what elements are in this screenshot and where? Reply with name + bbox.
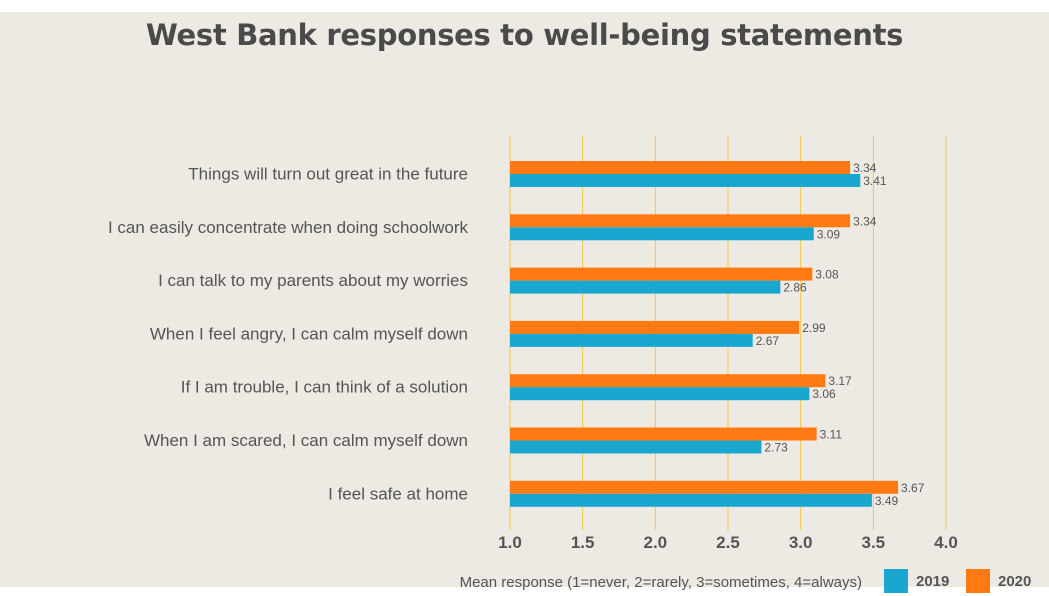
bars xyxy=(510,161,899,507)
bar-2019 xyxy=(510,280,781,294)
bar-value-label-2020: 3.17 xyxy=(828,374,852,388)
bar-value-label-2020: 3.67 xyxy=(901,481,925,495)
x-tick-label: 1.5 xyxy=(571,533,595,552)
bar-value-label-2019: 2.86 xyxy=(783,281,807,295)
bar-2020 xyxy=(510,267,813,281)
legend-item-2020: 2020 xyxy=(966,569,1031,593)
bar-2019 xyxy=(510,227,814,241)
bar-2019 xyxy=(510,333,753,347)
x-tick-label: 3.0 xyxy=(789,533,813,552)
x-tick-label: 2.5 xyxy=(716,533,740,552)
x-tick-labels: 1.0 1.5 2.0 2.5 3.0 3.5 4.0 xyxy=(498,533,958,552)
bar-value-label-2020: 3.34 xyxy=(853,214,877,228)
bar-2020 xyxy=(510,480,899,494)
legend-item-2019: 2019 xyxy=(884,569,949,593)
bar-value-label-2020: 3.08 xyxy=(815,268,839,282)
bar-2020 xyxy=(510,214,851,228)
category-label: Things will turn out great in the future xyxy=(188,165,468,184)
x-axis-label: Mean response (1=never, 2=rarely, 3=some… xyxy=(459,574,862,591)
bar-value-label-2019: 3.09 xyxy=(817,227,841,241)
chart-title: West Bank responses to well-being statem… xyxy=(145,18,904,52)
bar-2019 xyxy=(510,440,762,454)
legend-label-2020: 2020 xyxy=(998,572,1032,590)
bar-2019 xyxy=(510,387,810,401)
bar-value-label-2019: 3.49 xyxy=(875,494,899,508)
bar-value-label-2020: 3.34 xyxy=(853,161,877,175)
x-tick-label: 2.0 xyxy=(644,533,668,552)
category-label: I can easily concentrate when doing scho… xyxy=(108,218,469,237)
category-labels: Things will turn out great in the future… xyxy=(108,165,469,504)
bar-value-label-2019: 3.06 xyxy=(812,387,836,401)
bar-value-label-2020: 3.11 xyxy=(820,428,843,442)
category-label: When I am scared, I can calm myself down xyxy=(144,431,468,450)
x-tick-label: 4.0 xyxy=(934,533,958,552)
legend-swatch-2020 xyxy=(966,569,990,593)
bar-value-label-2019: 3.41 xyxy=(863,174,887,188)
legend-swatch-2019 xyxy=(884,569,908,593)
bar-2019 xyxy=(510,174,861,187)
bar-value-label-2020: 2.99 xyxy=(802,321,826,335)
x-tick-label: 1.0 xyxy=(498,533,522,552)
category-label: I feel safe at home xyxy=(328,484,468,503)
bar-value-label-2019: 2.73 xyxy=(764,441,788,455)
category-label: When I feel angry, I can calm myself dow… xyxy=(150,324,468,343)
bar-2020 xyxy=(510,374,826,388)
x-tick-label: 3.5 xyxy=(862,533,886,552)
bar-value-labels: 3.343.413.343.093.082.862.992.673.173.06… xyxy=(756,161,925,508)
bar-value-label-2019: 2.67 xyxy=(756,334,780,348)
bar-2020 xyxy=(510,427,817,441)
bar-2020 xyxy=(510,161,851,174)
bar-2020 xyxy=(510,320,800,334)
category-label: I can talk to my parents about my worrie… xyxy=(158,271,468,290)
legend-label-2019: 2019 xyxy=(916,572,950,590)
category-label: If I am trouble, I can think of a soluti… xyxy=(181,378,468,397)
bar-2019 xyxy=(510,493,872,507)
